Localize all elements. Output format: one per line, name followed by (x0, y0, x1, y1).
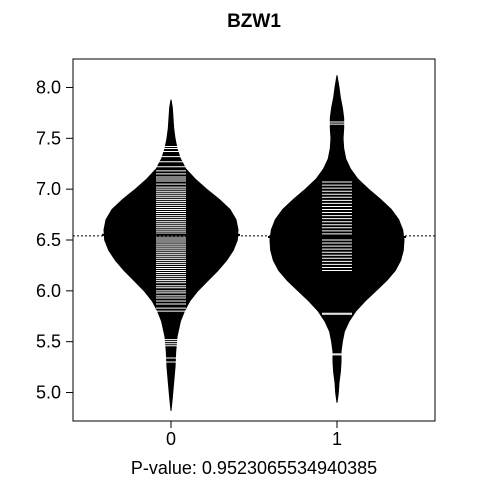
x-tick-label: 0 (166, 429, 176, 449)
y-tick-label: 7.0 (36, 179, 61, 199)
bean-density-0 (103, 99, 239, 411)
x-axis-label: P-value: 0.9523065534940385 (131, 458, 377, 478)
bean-group-0 (102, 99, 240, 411)
bean-density-1 (269, 75, 405, 403)
chart-title: BZW1 (227, 11, 281, 32)
bean-group-1 (268, 75, 406, 403)
y-tick-label: 5.5 (36, 332, 61, 352)
x-tick-label: 1 (332, 429, 342, 449)
y-axis: 5.0 5.5 6.0 6.5 7.0 7.5 8.0 (36, 77, 73, 403)
y-tick-label: 6.5 (36, 230, 61, 250)
y-tick-label: 8.0 (36, 77, 61, 97)
y-tick-label: 6.0 (36, 281, 61, 301)
y-tick-label: 5.0 (36, 383, 61, 403)
beans-layer (102, 75, 406, 411)
y-tick-label: 7.5 (36, 128, 61, 148)
